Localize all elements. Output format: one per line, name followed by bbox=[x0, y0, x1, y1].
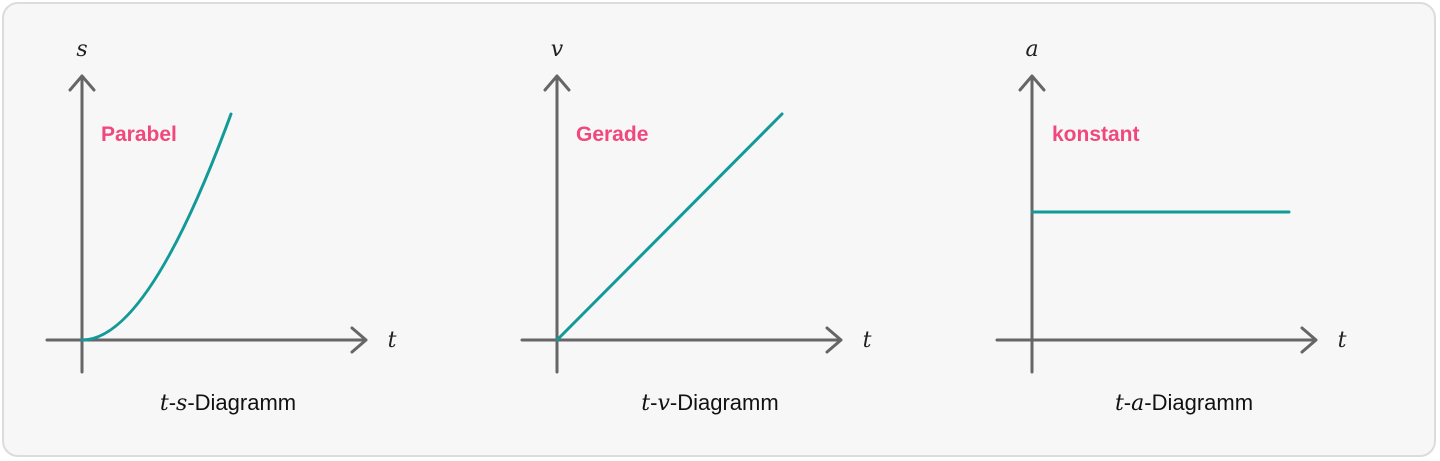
diagram-caption: t-s-Diagramm bbox=[160, 390, 296, 416]
y-axis bbox=[543, 74, 571, 374]
caption-suffix: -Diagramm bbox=[1144, 390, 1253, 415]
y-axis bbox=[68, 74, 96, 374]
diagram-caption: t-v-Diagramm bbox=[641, 390, 778, 416]
diagram-t-a: a t konstant t-a-Diagramm bbox=[995, 37, 1347, 416]
diagram-t-v: v t Gerade t-v-Diagramm bbox=[520, 37, 872, 416]
caption-separator: - bbox=[650, 390, 657, 415]
caption-suffix: -Diagramm bbox=[670, 390, 779, 415]
caption-var2: a bbox=[1131, 391, 1144, 416]
shape-label: Gerade bbox=[576, 123, 648, 146]
caption-var2: v bbox=[657, 391, 670, 416]
y-axis-label: v bbox=[551, 37, 564, 62]
caption-separator: - bbox=[169, 390, 176, 415]
parabola-curve bbox=[80, 112, 233, 342]
shape-label: Parabel bbox=[101, 123, 177, 146]
caption-var1: t bbox=[641, 391, 650, 416]
x-axis-label: t bbox=[863, 328, 872, 353]
caption-var1: t bbox=[1115, 391, 1124, 416]
shape-label: konstant bbox=[1052, 123, 1140, 146]
x-axis-label: t bbox=[1338, 328, 1347, 353]
x-axis bbox=[520, 326, 843, 354]
straight-line bbox=[555, 112, 784, 342]
x-axis-label: t bbox=[388, 328, 397, 353]
diagram-caption: t-a-Diagramm bbox=[1115, 390, 1253, 416]
diagram-t-s: s t Parabel t-s-Diagramm bbox=[45, 37, 397, 416]
y-axis-label: s bbox=[76, 37, 87, 62]
y-axis-label: a bbox=[1025, 37, 1038, 62]
x-axis bbox=[995, 326, 1318, 354]
y-axis bbox=[1018, 74, 1046, 374]
x-axis bbox=[45, 326, 368, 354]
caption-var1: t bbox=[160, 391, 169, 416]
caption-separator: - bbox=[1124, 390, 1131, 415]
caption-suffix: -Diagramm bbox=[187, 390, 296, 415]
caption-var2: s bbox=[176, 391, 187, 416]
